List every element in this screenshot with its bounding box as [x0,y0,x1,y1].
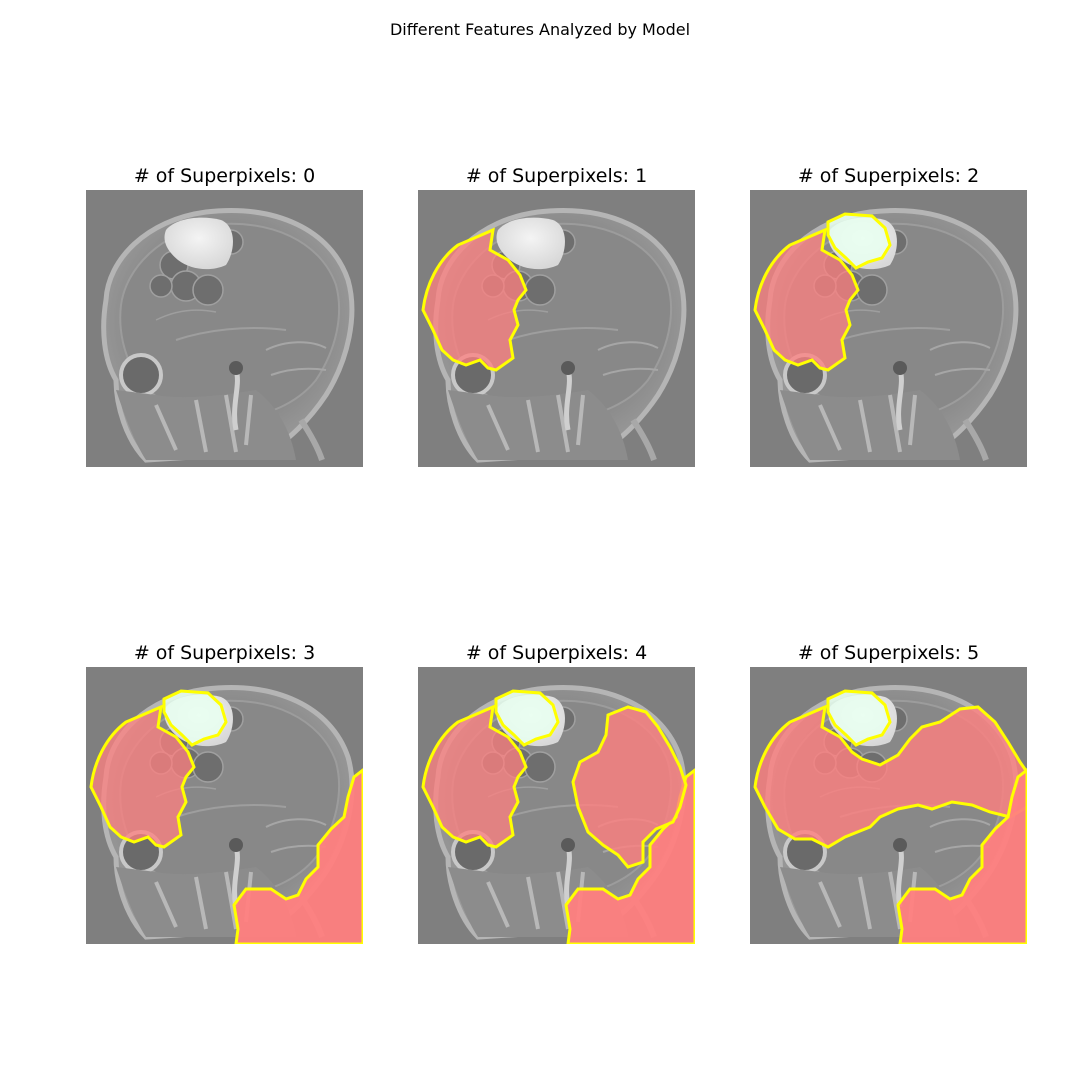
panel-title: # of Superpixels: 1 [465,165,648,187]
mri-image [418,667,695,944]
figure-title: Different Features Analyzed by Model [389,20,691,39]
panel-title: # of Superpixels: 3 [133,642,316,664]
mri-image [750,190,1027,467]
panel-title: # of Superpixels: 2 [797,165,980,187]
panel-title: # of Superpixels: 0 [133,165,316,187]
mri-image [418,190,695,467]
panel-title: # of Superpixels: 4 [465,642,648,664]
mri-image [750,667,1027,944]
panel-title: # of Superpixels: 5 [797,642,980,664]
mri-image [86,667,363,944]
mri-image [86,190,363,467]
